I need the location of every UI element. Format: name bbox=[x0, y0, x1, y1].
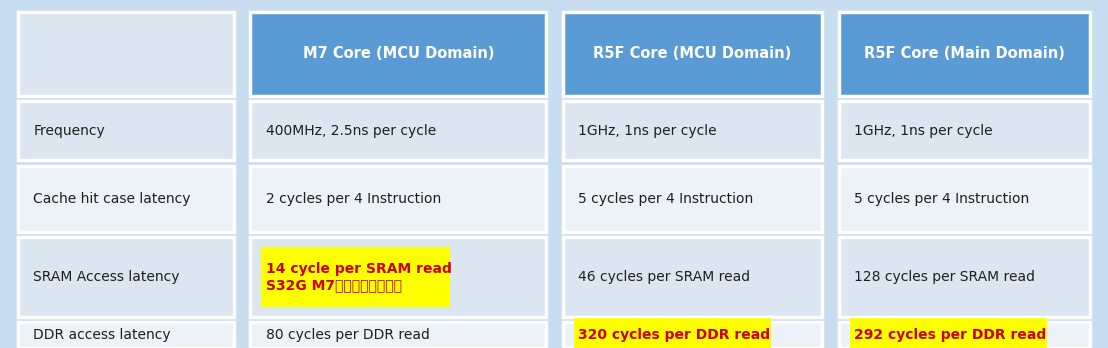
Text: 5 cycles per 4 Instruction: 5 cycles per 4 Instruction bbox=[854, 192, 1029, 206]
FancyBboxPatch shape bbox=[250, 101, 546, 160]
FancyBboxPatch shape bbox=[250, 237, 546, 317]
Text: Cache hit case latency: Cache hit case latency bbox=[33, 192, 191, 206]
Text: 1GHz, 1ns per cycle: 1GHz, 1ns per cycle bbox=[578, 124, 717, 137]
FancyBboxPatch shape bbox=[18, 166, 234, 232]
Text: 2 cycles per 4 Instruction: 2 cycles per 4 Instruction bbox=[266, 192, 441, 206]
FancyBboxPatch shape bbox=[839, 237, 1090, 317]
FancyBboxPatch shape bbox=[839, 101, 1090, 160]
FancyBboxPatch shape bbox=[563, 12, 822, 96]
FancyBboxPatch shape bbox=[563, 237, 822, 317]
Text: 5 cycles per 4 Instruction: 5 cycles per 4 Instruction bbox=[578, 192, 753, 206]
FancyBboxPatch shape bbox=[250, 322, 546, 348]
Text: 80 cycles per DDR read: 80 cycles per DDR read bbox=[266, 328, 430, 342]
Text: 320 cycles per DDR read: 320 cycles per DDR read bbox=[578, 328, 770, 342]
FancyBboxPatch shape bbox=[18, 237, 234, 317]
Text: 1GHz, 1ns per cycle: 1GHz, 1ns per cycle bbox=[854, 124, 993, 137]
FancyBboxPatch shape bbox=[261, 246, 450, 308]
Text: SRAM Access latency: SRAM Access latency bbox=[33, 270, 179, 284]
FancyBboxPatch shape bbox=[18, 322, 234, 348]
FancyBboxPatch shape bbox=[574, 318, 771, 348]
FancyBboxPatch shape bbox=[18, 12, 234, 96]
Text: R5F Core (Main Domain): R5F Core (Main Domain) bbox=[864, 46, 1065, 62]
FancyBboxPatch shape bbox=[563, 166, 822, 232]
FancyBboxPatch shape bbox=[18, 101, 234, 160]
FancyBboxPatch shape bbox=[563, 322, 822, 348]
Text: DDR access latency: DDR access latency bbox=[33, 328, 171, 342]
Text: 14 cycle per SRAM read
S32G M7软件实际运行场景: 14 cycle per SRAM read S32G M7软件实际运行场景 bbox=[266, 262, 452, 292]
FancyBboxPatch shape bbox=[839, 322, 1090, 348]
Text: 292 cycles per DDR read: 292 cycles per DDR read bbox=[854, 328, 1047, 342]
FancyBboxPatch shape bbox=[850, 318, 1047, 348]
Text: 46 cycles per SRAM read: 46 cycles per SRAM read bbox=[578, 270, 750, 284]
FancyBboxPatch shape bbox=[250, 166, 546, 232]
FancyBboxPatch shape bbox=[563, 101, 822, 160]
Text: R5F Core (MCU Domain): R5F Core (MCU Domain) bbox=[594, 46, 791, 62]
Text: M7 Core (MCU Domain): M7 Core (MCU Domain) bbox=[302, 46, 494, 62]
Text: Frequency: Frequency bbox=[33, 124, 105, 137]
FancyBboxPatch shape bbox=[839, 166, 1090, 232]
FancyBboxPatch shape bbox=[250, 12, 546, 96]
FancyBboxPatch shape bbox=[839, 12, 1090, 96]
Text: 128 cycles per SRAM read: 128 cycles per SRAM read bbox=[854, 270, 1035, 284]
Text: 400MHz, 2.5ns per cycle: 400MHz, 2.5ns per cycle bbox=[266, 124, 437, 137]
